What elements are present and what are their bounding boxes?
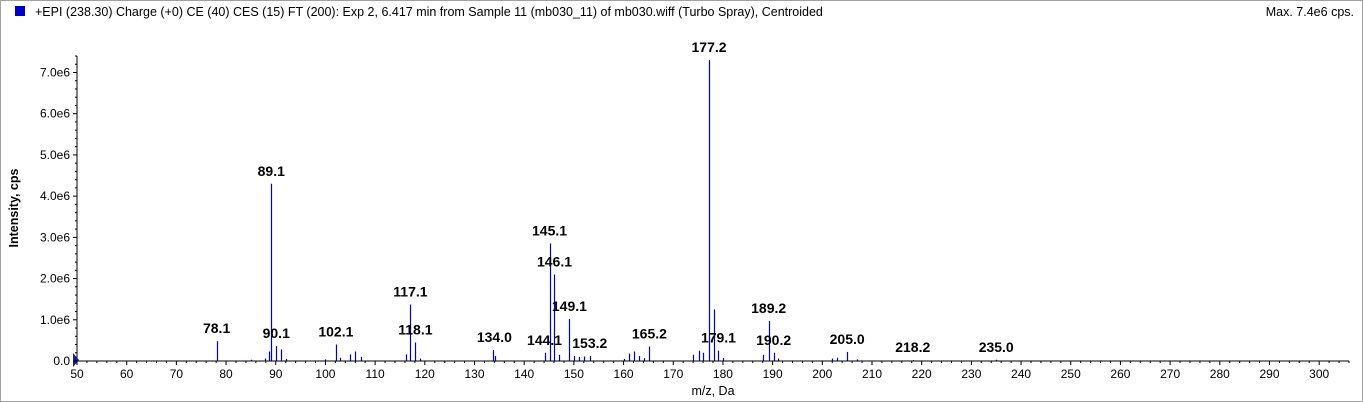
x-tick-label: 90 <box>269 367 283 381</box>
x-tick-label: 220 <box>912 367 932 381</box>
y-tick-label: 7.0e6 <box>40 65 70 79</box>
spectrum-title: +EPI (238.30) Charge (+0) CE (40) CES (1… <box>35 5 823 19</box>
peak-label: 189.2 <box>751 300 786 316</box>
y-tick-label: 5.0e6 <box>40 148 70 162</box>
peak-label: 218.2 <box>895 339 930 355</box>
x-tick-label: 130 <box>464 367 484 381</box>
peak-label: 235.0 <box>979 339 1014 355</box>
x-tick-label: 190 <box>763 367 783 381</box>
y-tick-label: 3.0e6 <box>40 230 70 244</box>
x-tick-label: 140 <box>514 367 534 381</box>
x-tick-label: 270 <box>1160 367 1180 381</box>
x-tick-label: 230 <box>961 367 981 381</box>
x-tick-label: 290 <box>1259 367 1279 381</box>
y-tick-label: 2.0e6 <box>40 272 70 286</box>
peak-label: 190.2 <box>756 332 791 348</box>
x-tick-label: 120 <box>415 367 435 381</box>
x-tick-label: 250 <box>1061 367 1081 381</box>
x-tick-label: 180 <box>713 367 733 381</box>
y-tick-label: 6.0e6 <box>40 107 70 121</box>
peak-label: 117.1 <box>393 284 427 300</box>
peak-label: 144.1 <box>527 332 562 348</box>
x-tick-label: 160 <box>614 367 634 381</box>
max-intensity-label: Max. 7.4e6 cps. <box>1265 5 1354 19</box>
peak-label: 78.1 <box>203 320 230 336</box>
peak-label: 205.0 <box>830 331 865 347</box>
peak-label: 89.1 <box>258 163 285 179</box>
spectrum-header: +EPI (238.30) Charge (+0) CE (40) CES (1… <box>1 1 1362 23</box>
x-tick-label: 150 <box>564 367 584 381</box>
y-axis-ticks: 0.0 1.0e6 2.0e6 3.0e6 4.0e6 5.0e6 6.0e6 7.0e6 <box>40 55 77 368</box>
peak-label: 153.2 <box>572 335 607 351</box>
x-tick-label: 280 <box>1210 367 1230 381</box>
x-axis-ticks: 50 60 70 80 90 100 110 120 130 140 150 160 170 180 190… <box>70 361 1350 381</box>
peak-label: 165.2 <box>632 326 667 342</box>
series-color-swatch[interactable] <box>15 6 25 16</box>
peak-label: 149.1 <box>552 298 587 314</box>
y-axis-title: Intensity, cps <box>7 168 21 247</box>
peak-labels: 78.1 89.1 90.1 102.1 117.1 118.1 134.0 144.1 145… <box>203 39 1014 355</box>
axis-position-marker[interactable] <box>73 353 79 367</box>
y-tick-label: 0.0 <box>53 354 70 368</box>
x-tick-label: 210 <box>862 367 882 381</box>
peak-label: 177.2 <box>692 39 727 55</box>
x-tick-label: 240 <box>1011 367 1031 381</box>
x-tick-label: 260 <box>1110 367 1130 381</box>
peak-label: 146.1 <box>537 253 572 269</box>
peak-label: 179.1 <box>701 330 736 346</box>
x-tick-label: 300 <box>1309 367 1329 381</box>
y-tick-label: 4.0e6 <box>40 189 70 203</box>
peak-label: 134.0 <box>477 329 512 345</box>
x-tick-label: 100 <box>315 367 335 381</box>
x-tick-label: 60 <box>120 367 134 381</box>
x-tick-label: 70 <box>170 367 184 381</box>
peak-label: 145.1 <box>532 223 567 239</box>
peak-label: 102.1 <box>318 324 353 340</box>
x-tick-label: 200 <box>812 367 832 381</box>
peak-label: 90.1 <box>263 325 290 341</box>
x-tick-label: 170 <box>663 367 683 381</box>
x-tick-label: 110 <box>366 367 385 381</box>
x-axis-title: m/z, Da <box>691 384 734 398</box>
peak-label: 118.1 <box>398 321 432 337</box>
axes-layer <box>73 56 1349 367</box>
y-tick-label: 1.0e6 <box>40 313 70 327</box>
x-tick-label: 50 <box>70 367 84 381</box>
peaks-layer <box>216 60 998 361</box>
x-tick-label: 80 <box>219 367 233 381</box>
